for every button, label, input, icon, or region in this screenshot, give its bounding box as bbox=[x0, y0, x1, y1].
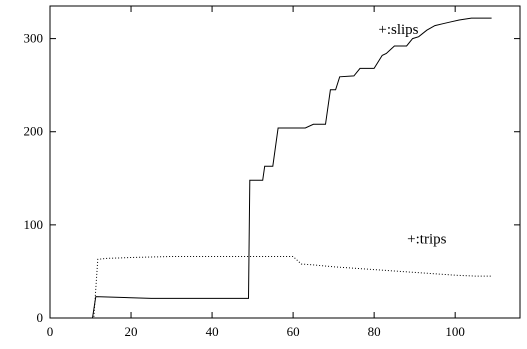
x-tick-label: 0 bbox=[47, 324, 54, 339]
y-tick-label: 0 bbox=[37, 310, 44, 325]
axis-layer bbox=[49, 5, 521, 319]
y-tick-label: 300 bbox=[24, 31, 44, 46]
x-tick-label: 60 bbox=[287, 324, 300, 339]
y-tick-label: 200 bbox=[24, 124, 44, 139]
x-tick-label: 40 bbox=[206, 324, 219, 339]
series-label-slips: +:slips bbox=[378, 22, 418, 38]
x-tick-label: 100 bbox=[445, 324, 465, 339]
series-layer bbox=[50, 17, 492, 319]
label-layer: 0 20 40 60 80 100 0 100 200 300 +:slips +:trips bbox=[24, 22, 465, 339]
series-line-trips bbox=[50, 256, 492, 319]
y-tick-label: 100 bbox=[24, 217, 44, 232]
x-tick-label: 20 bbox=[125, 324, 138, 339]
x-tick-label: 80 bbox=[368, 324, 381, 339]
series-label-trips: +:trips bbox=[407, 231, 446, 247]
plot-frame bbox=[49, 5, 521, 319]
series-line-slips bbox=[50, 17, 492, 319]
